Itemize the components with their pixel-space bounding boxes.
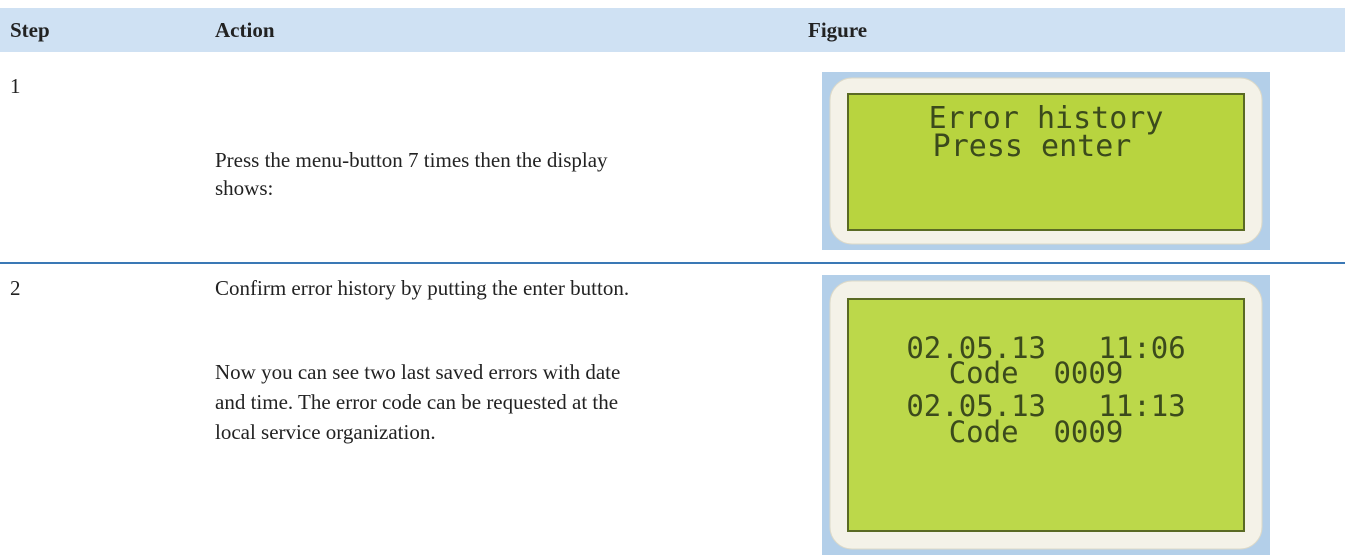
lcd-figure: 02.05.13 11:06 Code 0009 02.05.13 11:13 …	[822, 275, 1270, 555]
action-text: Confirm error history by putting the ent…	[215, 276, 630, 300]
row-divider	[0, 262, 1345, 264]
header-action: Action	[215, 18, 275, 42]
lcd-line: 02.05.13 11:13	[906, 389, 1185, 423]
lcd-figure: Error history Press enter	[822, 72, 1270, 250]
lcd-line: Code 0009	[949, 356, 1124, 390]
action-text: Press the menu-button 7 times then the d…	[215, 148, 608, 200]
lcd-line: 02.05.13 11:06	[906, 331, 1185, 365]
header-band	[0, 8, 1345, 52]
header-figure: Figure	[808, 18, 868, 42]
step-number: 1	[10, 74, 21, 98]
lcd-line: Code 0009	[949, 415, 1124, 449]
lcd-line: Error history	[929, 101, 1164, 136]
action-text: Now you can see two last saved errors wi…	[215, 360, 621, 444]
step-number: 2	[10, 276, 21, 300]
header-step: Step	[10, 18, 50, 42]
lcd-line: Press enter	[933, 129, 1132, 164]
